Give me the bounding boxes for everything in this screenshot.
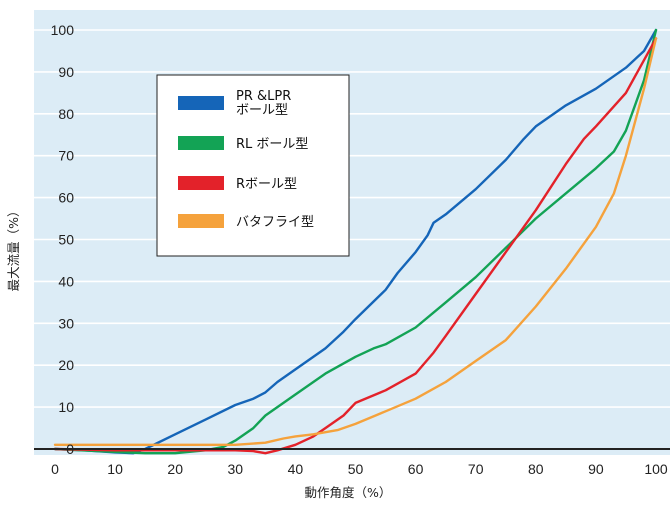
y-tick-label: 60 <box>58 190 74 206</box>
y-tick-label: 40 <box>58 273 74 289</box>
legend-label: バタフライ型 <box>236 215 314 230</box>
x-tick-label: 80 <box>528 461 544 477</box>
x-tick-label: 50 <box>348 461 364 477</box>
y-tick-label: 30 <box>58 315 74 331</box>
legend-swatch <box>178 176 224 190</box>
y-tick-label: 20 <box>58 357 74 373</box>
x-tick-label: 0 <box>51 461 59 477</box>
y-tick-labels: 0 10 20 30 40 50 60 70 80 90 100 <box>51 22 75 457</box>
legend-label: RL ボール型 <box>236 137 308 152</box>
gridlines <box>34 29 670 408</box>
plot-background <box>34 10 670 455</box>
y-tick-label: 80 <box>58 106 74 122</box>
series-line-0 <box>53 28 658 455</box>
x-tick-label: 70 <box>468 461 484 477</box>
y-tick-label: 70 <box>58 148 74 164</box>
legend-swatch <box>178 96 224 110</box>
y-tick-label: 50 <box>58 232 74 248</box>
x-tick-label: 40 <box>288 461 304 477</box>
legend-swatch <box>178 214 224 228</box>
y-tick-label: 10 <box>58 399 74 415</box>
series-line-3 <box>53 37 658 446</box>
y-tick-label: 0 <box>66 441 74 457</box>
x-tick-label: 30 <box>228 461 244 477</box>
legend-swatch <box>178 136 224 150</box>
x-tick-label: 90 <box>588 461 604 477</box>
y-tick-label: 100 <box>51 22 75 38</box>
legend-label: PR &LPR ボール型 <box>236 89 291 118</box>
series-line-2 <box>53 37 658 455</box>
x-tick-label: 10 <box>107 461 123 477</box>
y-axis-label: 最大流量（%） <box>6 205 21 292</box>
x-tick-labels: 0 10 20 30 40 50 60 70 80 90 100 <box>51 461 668 477</box>
x-tick-label: 100 <box>644 461 668 477</box>
series-lines <box>53 28 658 455</box>
x-axis-label: 動作角度（%） <box>305 485 392 500</box>
x-tick-label: 60 <box>408 461 424 477</box>
legend-label: Rボール型 <box>236 177 297 192</box>
x-tick-label: 20 <box>167 461 183 477</box>
y-tick-label: 90 <box>58 64 74 80</box>
